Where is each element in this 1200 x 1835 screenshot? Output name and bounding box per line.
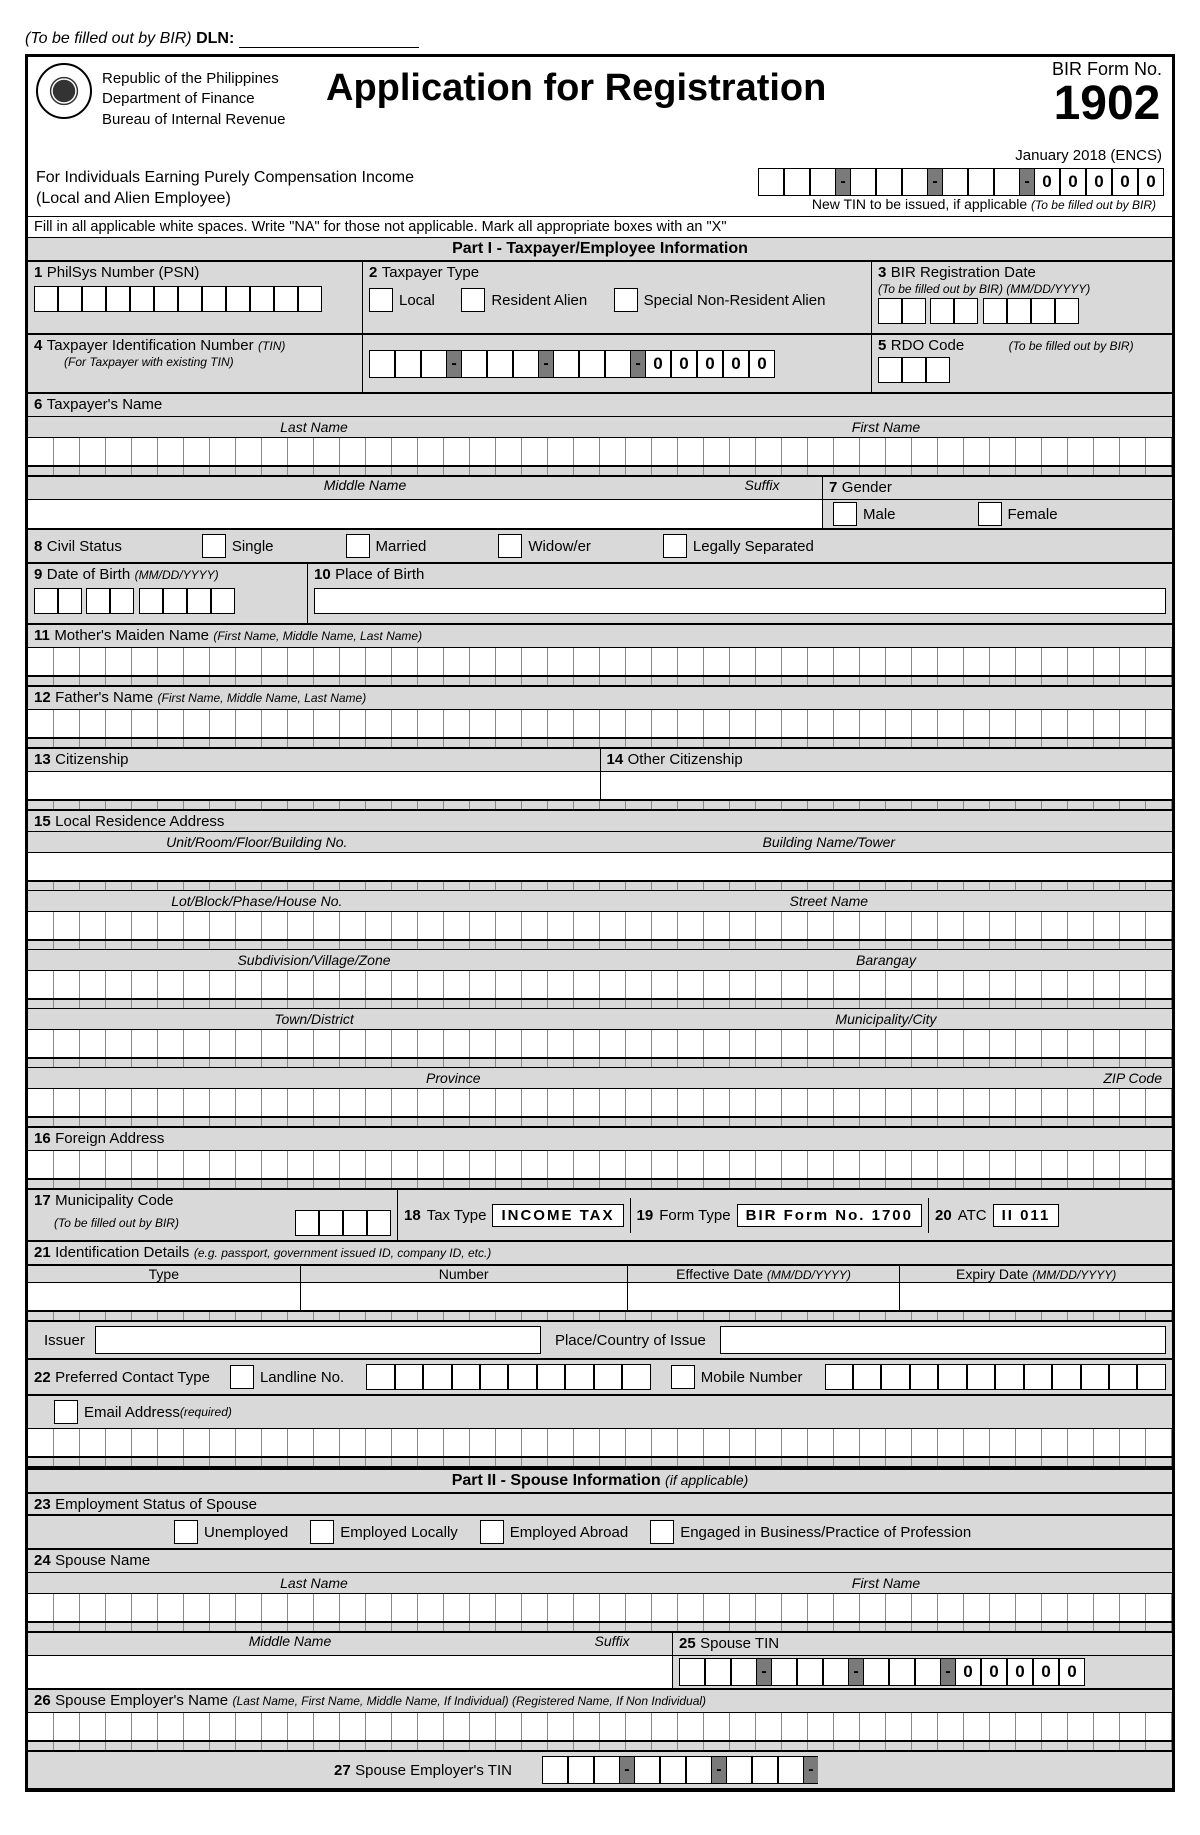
formtype-val: BIR Form No. 1700	[737, 1204, 922, 1227]
f9-10: 9 Date of Birth (MM/DD/YYYY) 10 Place of…	[28, 563, 1172, 624]
pob-input[interactable]	[314, 588, 1166, 614]
f12-input[interactable]: for(let i=0;i<44;i++)document.write('<di…	[28, 710, 1172, 738]
f6-input2-f7: for(let i=0;i<28;i++)document.write('<di…	[28, 500, 1172, 529]
chk-landline[interactable]: Landline No.	[230, 1365, 344, 1389]
dept-line3: Bureau of Internal Revenue	[102, 110, 285, 130]
form-number: 1902	[1052, 80, 1162, 128]
dob-cells[interactable]	[34, 588, 301, 619]
department-block: Republic of the Philippines Department o…	[102, 63, 285, 147]
subhead-line1: For Individuals Earning Purely Compensat…	[36, 168, 758, 189]
place-input[interactable]	[720, 1326, 1166, 1354]
f15-r4[interactable]: for(let i=0;i<44;i++)document.write('<di…	[28, 1030, 1172, 1058]
f23-opts: Unemployed Employed Locally Employed Abr…	[28, 1515, 1172, 1549]
taxtype-val: INCOME TAX	[492, 1204, 623, 1227]
z: 0	[1060, 168, 1086, 196]
subhead-text: For Individuals Earning Purely Compensat…	[36, 168, 758, 210]
f11-input[interactable]: for(let i=0;i<44;i++)document.write('<di…	[28, 648, 1172, 676]
chk-married[interactable]: Married	[346, 534, 427, 558]
rdo-cells[interactable]	[878, 357, 1166, 388]
f6-header: 6 Taxpayer's Name	[28, 393, 1172, 417]
chk-male[interactable]: Male	[833, 502, 896, 526]
form-title: Application for Registration	[326, 67, 826, 110]
dln-prefix: (To be filled out by BIR)	[25, 30, 192, 47]
form-date: January 2018 (ENCS)	[28, 147, 1172, 166]
f22-row1: 22 Preferred Contact Type Landline No. f…	[28, 1359, 1172, 1395]
email-input[interactable]: for(let i=0;i<44;i++)document.write('<di…	[28, 1429, 1172, 1457]
f15-r1[interactable]	[28, 853, 1172, 881]
atc-val: II 011	[993, 1204, 1060, 1227]
f15-r5[interactable]: for(let i=0;i<44;i++)document.write('<di…	[28, 1089, 1172, 1117]
chk-local[interactable]: Local	[369, 288, 435, 312]
middlename-cells[interactable]: for(let i=0;i<28;i++)document.write('<di…	[28, 500, 822, 528]
part1-header: Part I - Taxpayer/Employee Information	[28, 238, 1172, 261]
taxpayer-type-options: Local Resident Alien Special Non-Residen…	[369, 288, 865, 317]
dept-line2: Department of Finance	[102, 89, 285, 109]
regdate-cells[interactable]	[878, 298, 1166, 329]
f15-r3[interactable]: for(let i=0;i<44;i++)document.write('<di…	[28, 971, 1172, 999]
dln-blank[interactable]	[239, 47, 419, 48]
f6-sub1: Last NameFirst Name	[28, 417, 1172, 438]
muni-cells[interactable]	[295, 1210, 391, 1236]
form-number-block: BIR Form No. 1902	[1052, 59, 1162, 128]
chk-single[interactable]: Single	[202, 534, 274, 558]
f8-row: 8 Civil Status Single Married Widow/er L…	[28, 529, 1172, 563]
chk-emp-local[interactable]: Employed Locally	[310, 1520, 458, 1544]
subhead: For Individuals Earning Purely Compensat…	[28, 166, 1172, 216]
spouse-tin-cells[interactable]: - - - 00000	[679, 1658, 1085, 1686]
instructions: Fill in all applicable white spaces. Wri…	[28, 216, 1172, 238]
spouse-emp-tin[interactable]: - - -	[542, 1756, 818, 1784]
f22-email: Email Address (required)	[28, 1395, 1172, 1429]
f6-input1[interactable]: for(let i=0;i<44;i++)document.write('<di…	[28, 438, 1172, 466]
dln-label: DLN:	[196, 30, 234, 47]
z: 0	[1034, 168, 1060, 196]
issuer-input[interactable]	[95, 1326, 541, 1354]
subhead-line2: (Local and Alien Employee)	[36, 189, 758, 210]
dln-line: (To be filled out by BIR) DLN:	[25, 30, 1175, 48]
f24-middle[interactable]: for(let i=0;i<24;i++)document.write('<di…	[28, 1656, 672, 1686]
newtin-block: - - - 0 0 0 0 0 New TIN to be issued, if…	[758, 168, 1164, 212]
psn-cells[interactable]: for(let i=0;i<12;i++)document.write('<di…	[34, 286, 356, 312]
f27: 27 Spouse Employer's TIN - - -	[28, 1751, 1172, 1789]
row-4-5: 4 Taxpayer Identification Number (TIN) (…	[28, 334, 1172, 393]
f21-hdrs: Type Number Effective Date (MM/DD/YYYY) …	[28, 1265, 1172, 1283]
chk-female[interactable]: Female	[978, 502, 1058, 526]
chk-separated[interactable]: Legally Separated	[663, 534, 814, 558]
dept-line1: Republic of the Philippines	[102, 69, 285, 89]
form-page: (To be filled out by BIR) DLN: Republic …	[0, 0, 1200, 1822]
f6-sub2-f7: Middle Name Suffix 7 Gender	[28, 476, 1172, 500]
f15-r2[interactable]: for(let i=0;i<44;i++)document.write('<di…	[28, 912, 1172, 940]
tin-cells[interactable]: - - - 00000	[369, 350, 775, 378]
chk-email[interactable]: Email Address (required)	[54, 1400, 232, 1424]
z: 0	[1086, 168, 1112, 196]
chk-resident-alien[interactable]: Resident Alien	[461, 288, 587, 312]
chk-special-nra[interactable]: Special Non-Resident Alien	[614, 288, 826, 312]
chk-mobile[interactable]: Mobile Number	[671, 1365, 803, 1389]
f13-14-input[interactable]	[28, 772, 1172, 800]
row-1-2-3: 1 PhilSys Number (PSN) for(let i=0;i<12;…	[28, 261, 1172, 334]
f24-input2-f25: for(let i=0;i<24;i++)document.write('<di…	[28, 1656, 1172, 1689]
chk-business[interactable]: Engaged in Business/Practice of Professi…	[650, 1520, 971, 1544]
f26-input[interactable]: for(let i=0;i<44;i++)document.write('<di…	[28, 1713, 1172, 1741]
form-container: Republic of the Philippines Department o…	[25, 54, 1175, 1792]
mobile-cells[interactable]: for(let i=0;i<12;i++)document.write('<di…	[825, 1364, 1167, 1390]
f17-20: 17 Municipality Code (To be filled out b…	[28, 1189, 1172, 1241]
chk-emp-abroad[interactable]: Employed Abroad	[480, 1520, 628, 1544]
f24-sub2-f25: Middle Name Suffix 25 Spouse TIN	[28, 1632, 1172, 1656]
z: 0	[1138, 168, 1164, 196]
chk-unemployed[interactable]: Unemployed	[174, 1520, 288, 1544]
part2-header: Part II - Spouse Information (if applica…	[28, 1467, 1172, 1493]
header: Republic of the Philippines Department o…	[28, 57, 1172, 147]
newtin-cells[interactable]: - - - 0 0 0 0 0	[758, 168, 1164, 196]
f16-input[interactable]: for(let i=0;i<44;i++)document.write('<di…	[28, 1151, 1172, 1179]
seal-icon	[36, 63, 92, 119]
f13-14-hdr: 13 Citizenship 14 Other Citizenship	[28, 748, 1172, 772]
f21-issuer: Issuer Place/Country of Issue	[28, 1321, 1172, 1359]
f24-input1[interactable]: for(let i=0;i<44;i++)document.write('<di…	[28, 1594, 1172, 1622]
f21-input[interactable]	[28, 1283, 1172, 1311]
chk-widower[interactable]: Widow/er	[498, 534, 591, 558]
landline-cells[interactable]: for(let i=0;i<10;i++)document.write('<di…	[366, 1364, 651, 1390]
z: 0	[1112, 168, 1138, 196]
newtin-note: New TIN to be issued, if applicable (To …	[758, 196, 1164, 212]
